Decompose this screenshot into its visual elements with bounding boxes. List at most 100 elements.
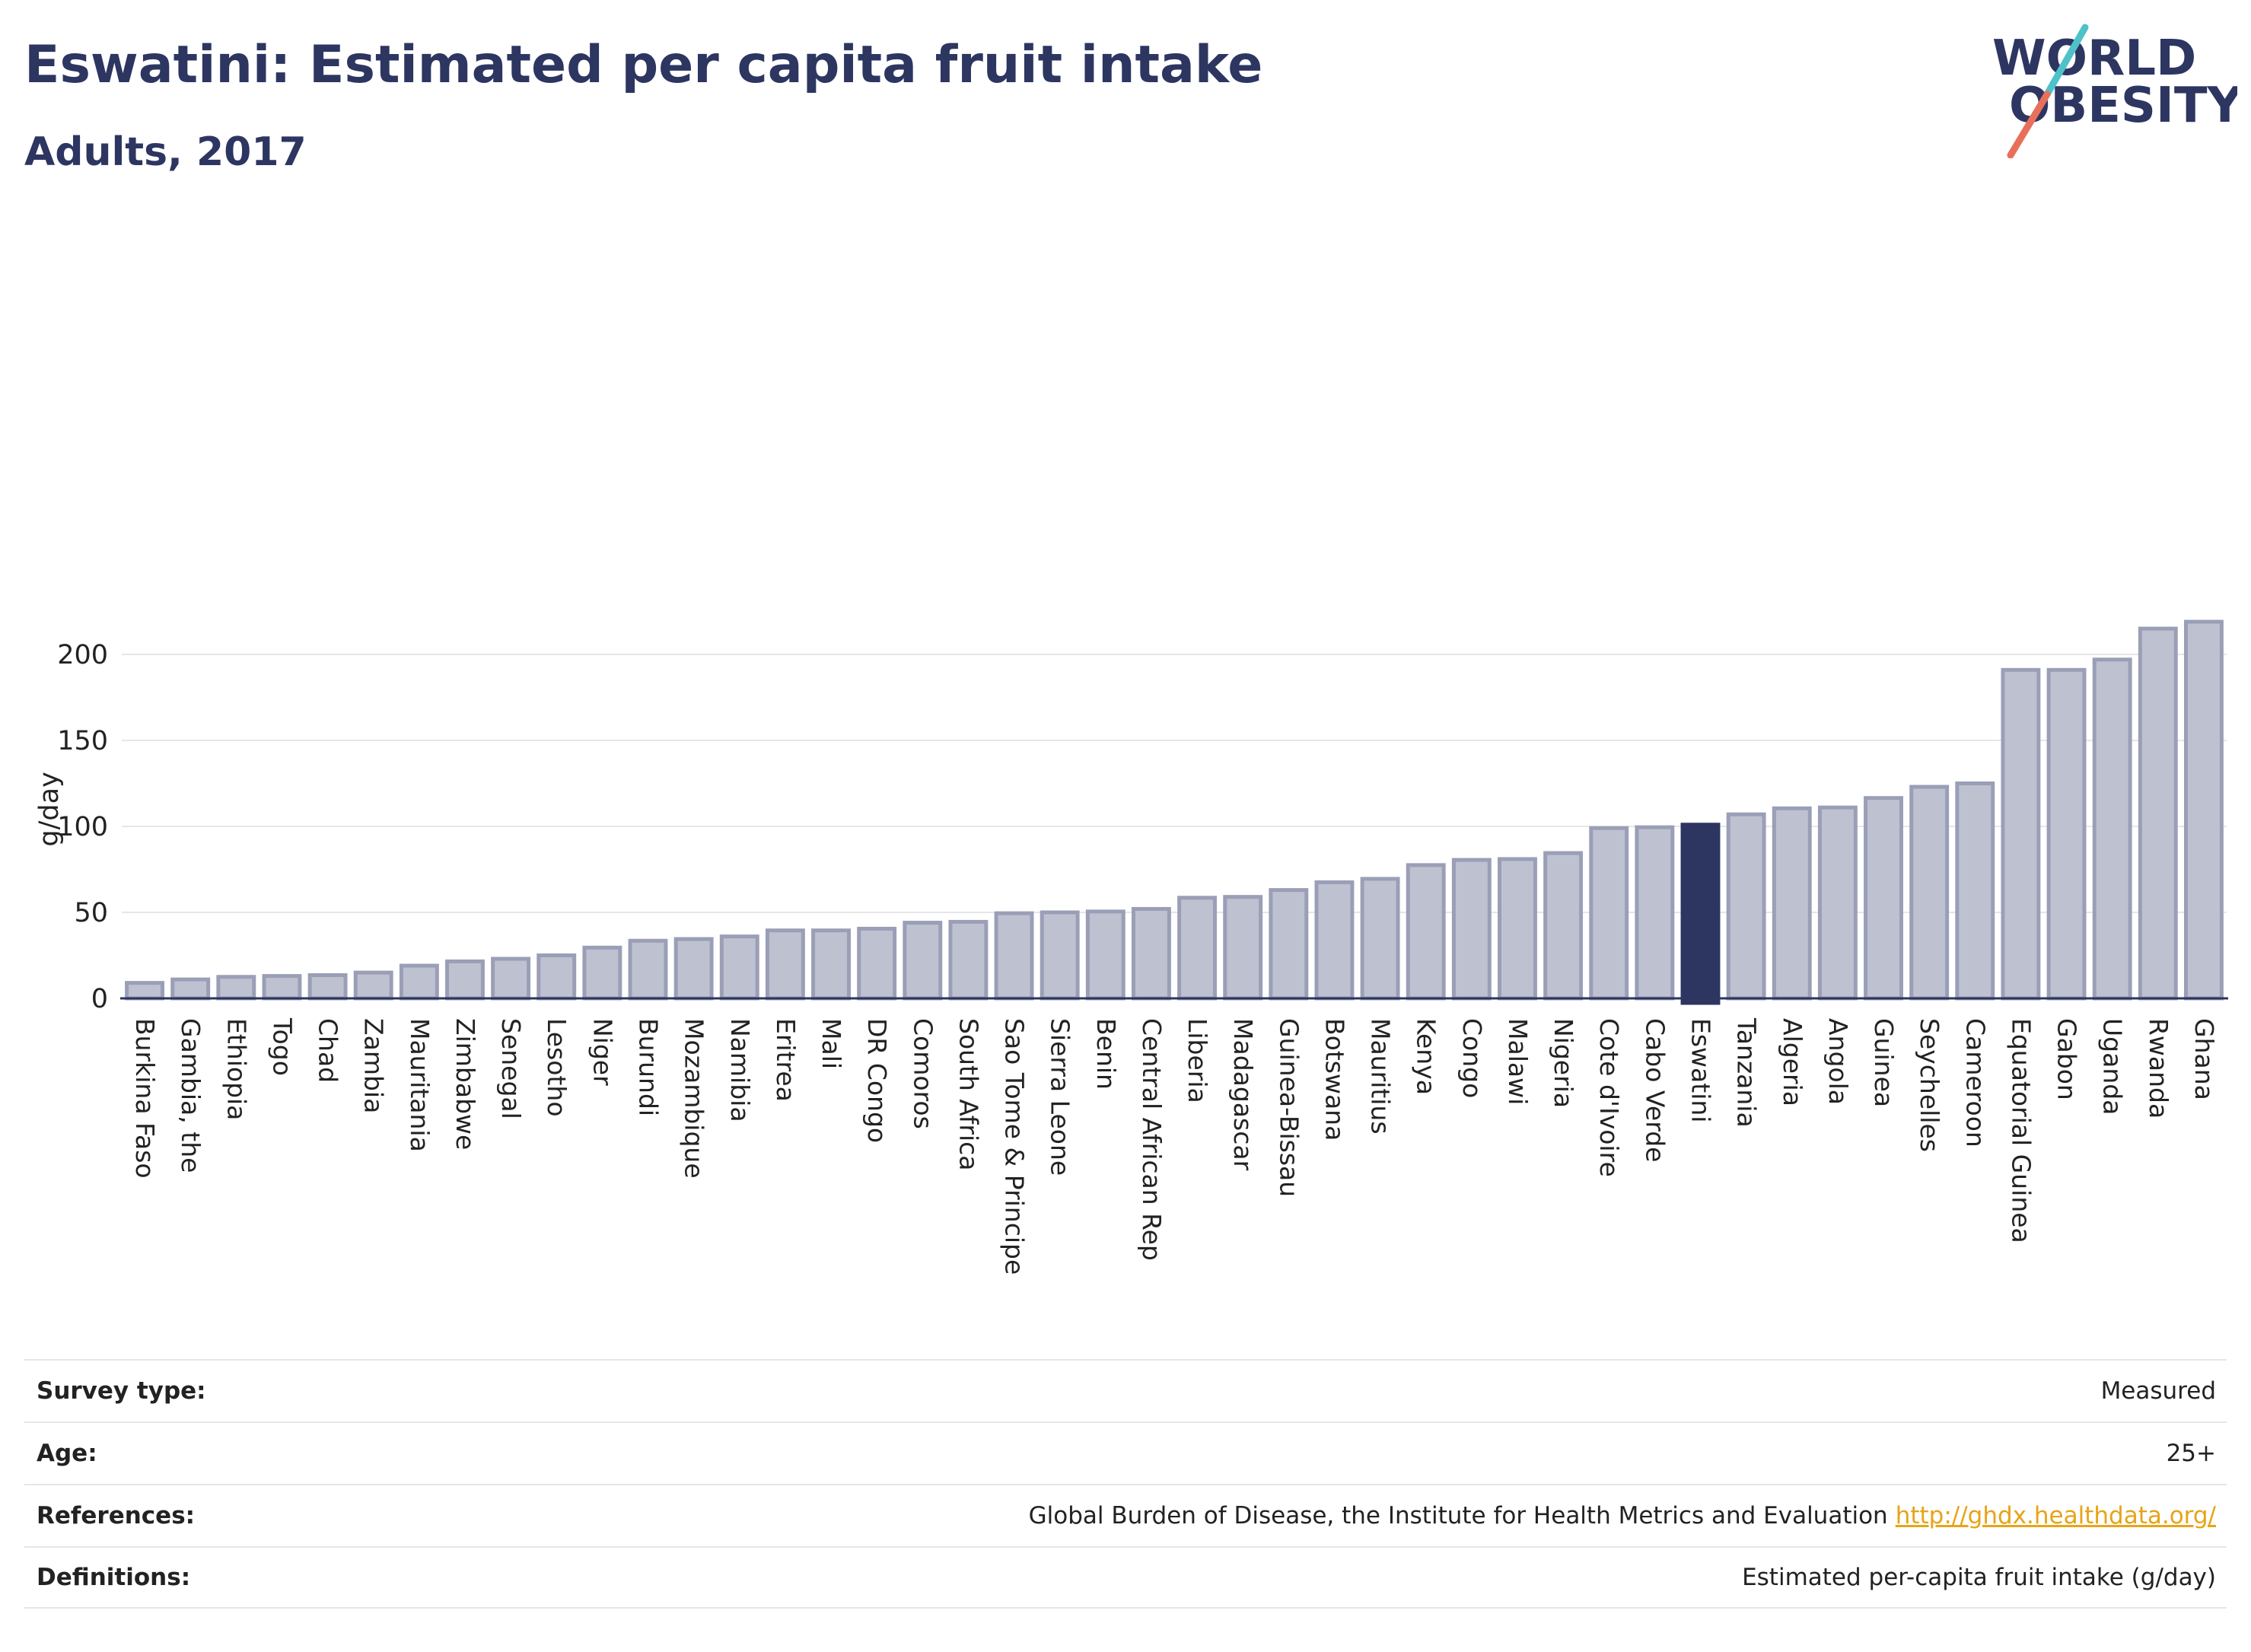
- bar-zambia: [353, 970, 393, 1001]
- bar-mozambique: [673, 937, 714, 1001]
- x-tick-label: Sao Tome & Principe: [1000, 1018, 1030, 1275]
- logo-word-obesity: OBESITY: [2009, 78, 2237, 134]
- x-tick-label: Ghana: [2189, 1018, 2219, 1100]
- bar-kenya: [1406, 863, 1446, 1001]
- x-tick-label: Senegal: [496, 1018, 526, 1119]
- x-tick-label: Madagascar: [1228, 1018, 1258, 1171]
- meta-row-definitions: Definitions: Estimated per-capita fruit …: [24, 1546, 2227, 1609]
- bar-chad: [307, 972, 348, 1001]
- y-tick-label: 0: [91, 984, 108, 1014]
- x-tick-label: Cameroon: [1960, 1018, 1990, 1147]
- bar-botswana: [1314, 880, 1355, 1001]
- meta-value: 25+: [2166, 1440, 2216, 1467]
- y-tick-label: 100: [57, 812, 108, 842]
- x-tick-label: Central African Rep: [1137, 1018, 1167, 1261]
- x-tick-label: Malawi: [1503, 1018, 1533, 1105]
- bar-equatorial-guinea: [2001, 667, 2041, 1001]
- bar-chart: 0 50 100 150 200 g/day Burkina Faso Gambia, the…: [34, 619, 2228, 1275]
- x-tick-label: Equatorial Guinea: [2006, 1018, 2036, 1243]
- meta-label: References:: [37, 1502, 196, 1529]
- bar-benin: [1085, 909, 1126, 1001]
- bar-ghana: [2183, 619, 2224, 1001]
- bar-seychelles: [1909, 785, 1950, 1001]
- bar-eswatini: [1680, 823, 1721, 1005]
- x-tick-label: Burkina Faso: [130, 1018, 160, 1179]
- bar-burkina-faso: [125, 981, 165, 1001]
- x-tick-label: Nigeria: [1549, 1018, 1578, 1108]
- bar-dr-congo: [857, 926, 897, 1001]
- x-tick-label: Liberia: [1183, 1018, 1212, 1103]
- bar-angola: [1817, 805, 1858, 1001]
- bar-tanzania: [1726, 812, 1766, 1001]
- y-tick-label: 200: [57, 640, 108, 670]
- bar-niger: [582, 945, 622, 1001]
- page-subtitle: Adults, 2017: [24, 129, 307, 175]
- x-tick-label: Guinea-Bissau: [1274, 1018, 1304, 1197]
- logo-slash-bottom: [2007, 91, 2051, 158]
- bar-mali: [811, 928, 851, 1001]
- bar-nigeria: [1543, 851, 1584, 1001]
- reference-text: Global Burden of Disease, the Institute …: [1028, 1502, 1888, 1529]
- y-tick-label: 50: [74, 898, 108, 928]
- x-tick-label: Benin: [1091, 1018, 1121, 1090]
- meta-value: Measured: [2100, 1377, 2216, 1405]
- x-tick-label: Seychelles: [1915, 1018, 1944, 1152]
- bar-algeria: [1772, 806, 1812, 1001]
- bar-rwanda: [2138, 626, 2178, 1001]
- bar-uganda: [2092, 657, 2132, 1001]
- x-tick-label: Lesotho: [542, 1018, 572, 1117]
- bar-gambia-the: [170, 977, 211, 1001]
- bar-togo: [262, 974, 302, 1001]
- bar-guinea: [1864, 796, 1903, 1001]
- x-tick-label: Rwanda: [2144, 1018, 2173, 1119]
- bar-eritrea: [765, 928, 805, 1001]
- x-tick-label: Mauritius: [1366, 1018, 1396, 1135]
- bar-malawi: [1498, 857, 1537, 1001]
- bar-namibia: [719, 934, 759, 1001]
- x-tick-label: Congo: [1457, 1018, 1487, 1098]
- bar-liberia: [1177, 896, 1218, 1001]
- bar-ethiopia: [216, 975, 256, 1001]
- world-obesity-logo: WORLD OBESITY: [1992, 24, 2237, 158]
- x-tick-label: Algeria: [1778, 1018, 1807, 1106]
- meta-label: Age:: [37, 1440, 97, 1467]
- y-axis-label: g/day: [34, 772, 65, 846]
- bar-senegal: [491, 957, 531, 1001]
- x-tick-label: Burundi: [634, 1018, 664, 1116]
- x-tick-label: Cote d'Ivoire: [1594, 1018, 1624, 1177]
- bar-congo: [1451, 858, 1492, 1001]
- bar-sierra-leone: [1040, 910, 1080, 1001]
- logo-word-world: WORLD: [1992, 30, 2196, 87]
- x-tick-label: Comoros: [908, 1018, 938, 1129]
- x-tick-label: Mozambique: [680, 1018, 709, 1179]
- bar-cabo-verde: [1635, 825, 1675, 1001]
- x-tick-label: Botswana: [1320, 1018, 1349, 1141]
- x-tick-label: Angola: [1823, 1018, 1853, 1105]
- bar-mauritania: [399, 963, 439, 1001]
- meta-value: Global Burden of Disease, the Institute …: [1029, 1502, 2216, 1529]
- y-tick-label: 150: [57, 726, 108, 756]
- x-tick-label: Eswatini: [1686, 1018, 1716, 1122]
- logo-slash-top: [2043, 24, 2089, 98]
- x-tick-label: Niger: [587, 1018, 617, 1086]
- x-tick-label: Uganda: [2098, 1018, 2128, 1115]
- bar-gabon: [2046, 667, 2087, 1001]
- x-tick-label: Mauritania: [405, 1018, 435, 1152]
- x-tick-label: Zambia: [359, 1018, 389, 1113]
- meta-row-survey-type: Survey type: Measured: [24, 1359, 2227, 1421]
- meta-value: Estimated per-capita fruit intake (g/day…: [1742, 1564, 2216, 1591]
- metadata-table: Survey type: Measured Age: 25+ Reference…: [24, 1359, 2227, 1609]
- x-tick-label: Zimbabwe: [451, 1018, 480, 1150]
- x-tick-label: Namibia: [725, 1018, 755, 1122]
- x-tick-label: Tanzania: [1732, 1017, 1762, 1128]
- bar-comoros: [903, 921, 943, 1001]
- x-tick-label: South Africa: [954, 1018, 983, 1171]
- x-tick-label: DR Congo: [862, 1018, 892, 1143]
- meta-row-age: Age: 25+: [24, 1421, 2227, 1484]
- bar-south-africa: [948, 919, 989, 1001]
- x-tick-label: Gabon: [2052, 1018, 2082, 1100]
- reference-link[interactable]: http://ghdx.healthdata.org/: [1895, 1502, 2216, 1529]
- x-tick-label: Chad: [314, 1018, 343, 1083]
- x-tick-label: Togo: [267, 1017, 297, 1076]
- bar-cote-d-ivoire: [1589, 826, 1629, 1001]
